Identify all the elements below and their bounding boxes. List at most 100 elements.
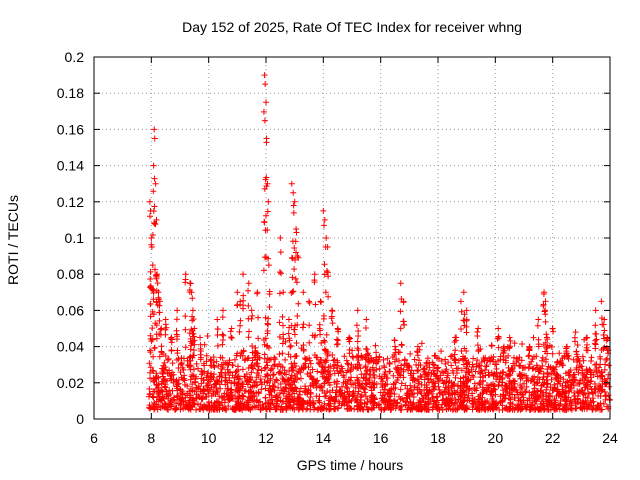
spike-point: [279, 313, 286, 320]
data-point: [240, 271, 247, 278]
baseline-point: [167, 373, 174, 380]
baseline-point: [180, 355, 187, 362]
spike-point: [540, 291, 547, 298]
x-tick-label: 24: [602, 430, 618, 446]
baseline-point: [506, 390, 513, 397]
data-point: [291, 198, 298, 205]
baseline-point: [177, 400, 184, 407]
baseline-point: [353, 399, 360, 406]
data-point: [457, 298, 464, 305]
data-point: [285, 316, 292, 323]
baseline-point: [185, 402, 192, 409]
spike-point: [197, 351, 204, 358]
spike-point: [149, 286, 156, 293]
baseline-point: [595, 364, 602, 371]
data-point: [220, 307, 226, 314]
baseline-point: [391, 358, 398, 365]
spike-point: [320, 315, 327, 322]
spike-point: [255, 335, 262, 342]
spike-point: [162, 326, 169, 333]
baseline-point: [542, 358, 549, 365]
baseline-point: [499, 406, 506, 413]
spike-point: [461, 311, 468, 318]
spike-point: [158, 343, 165, 350]
baseline-point: [450, 402, 457, 409]
spike-point: [150, 188, 157, 195]
baseline-point: [452, 406, 459, 413]
baseline-point: [261, 355, 268, 362]
spike-point: [262, 212, 269, 219]
baseline-point: [160, 376, 167, 383]
baseline-point: [552, 363, 559, 370]
baseline-point: [403, 364, 410, 371]
baseline-point: [162, 384, 169, 391]
baseline-point: [585, 404, 592, 411]
spike-point: [153, 275, 160, 282]
data-point: [265, 262, 272, 269]
baseline-point: [537, 401, 544, 408]
baseline-point: [409, 406, 416, 413]
baseline-point: [391, 390, 398, 397]
baseline-point: [454, 399, 461, 406]
spike-point: [311, 277, 318, 284]
spike-point: [591, 340, 598, 347]
baseline-point: [331, 403, 338, 410]
baseline-point: [513, 355, 520, 362]
data-points: [146, 72, 613, 413]
x-axis-label: GPS time / hours: [297, 457, 404, 473]
baseline-point: [210, 354, 217, 361]
baseline-point: [407, 382, 414, 389]
baseline-point: [207, 356, 214, 363]
baseline-point: [165, 406, 172, 413]
baseline-point: [298, 365, 305, 372]
spike-point: [299, 324, 306, 331]
baseline-point: [150, 368, 157, 375]
baseline-point: [588, 386, 595, 393]
baseline-point: [567, 397, 574, 404]
baseline-point: [520, 397, 527, 404]
baseline-point: [442, 401, 449, 408]
baseline-point: [591, 385, 598, 392]
baseline-point: [478, 367, 485, 374]
spike-point: [276, 290, 283, 297]
baseline-point: [510, 385, 517, 392]
baseline-point: [342, 395, 349, 402]
baseline-point: [483, 362, 490, 369]
spike-point: [323, 268, 330, 275]
baseline-point: [281, 388, 288, 395]
baseline-point: [381, 363, 388, 370]
baseline-point: [193, 360, 200, 367]
baseline-point: [231, 356, 238, 363]
baseline-point: [515, 395, 522, 402]
spike-point: [329, 351, 336, 358]
baseline-point: [232, 403, 239, 410]
baseline-point: [442, 356, 449, 363]
spike-point: [265, 321, 272, 328]
spike-point: [219, 331, 226, 338]
baseline-point: [304, 391, 311, 398]
spike-point: [146, 213, 153, 220]
data-point: [245, 280, 252, 287]
baseline-point: [434, 394, 441, 401]
spike-point: [246, 328, 253, 335]
spike-point: [150, 208, 157, 215]
baseline-point: [270, 383, 277, 390]
baseline-point: [503, 383, 510, 390]
baseline-point: [321, 337, 328, 344]
spike-point: [162, 321, 169, 328]
baseline-point: [466, 361, 473, 368]
baseline-point: [178, 396, 185, 403]
baseline-point: [242, 356, 249, 363]
spike-point: [311, 351, 318, 358]
baseline-point: [235, 380, 242, 387]
baseline-point: [245, 354, 252, 361]
baseline-point: [581, 373, 588, 380]
baseline-point: [341, 353, 348, 360]
baseline-point: [318, 356, 325, 363]
baseline-point: [553, 405, 560, 412]
baseline-point: [378, 406, 385, 413]
baseline-point: [285, 376, 292, 383]
spike-point: [191, 333, 198, 340]
baseline-point: [274, 377, 281, 384]
baseline-point: [146, 385, 153, 392]
